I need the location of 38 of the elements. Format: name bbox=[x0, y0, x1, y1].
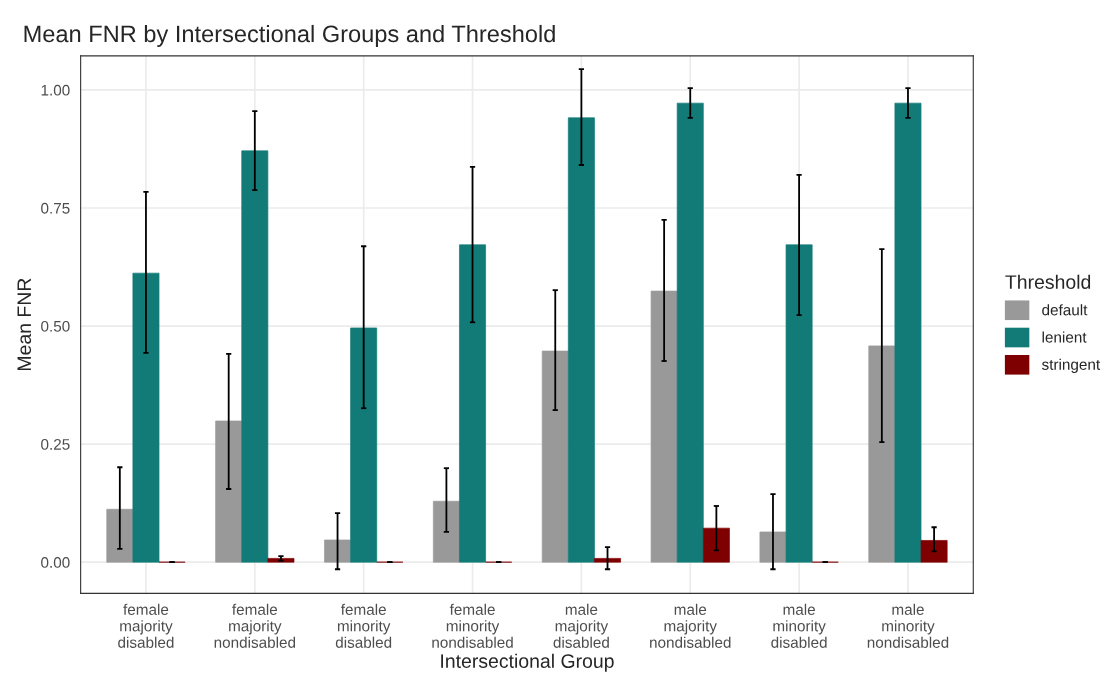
bar bbox=[650, 290, 678, 563]
x-tick-label: female minority nondisabled bbox=[432, 603, 513, 648]
bar bbox=[541, 350, 569, 563]
bar bbox=[676, 102, 704, 563]
x-tick-label: female majority disabled bbox=[118, 603, 174, 648]
x-axis-title: Intersectional Group bbox=[441, 653, 614, 672]
bar bbox=[567, 117, 595, 563]
x-tick-label: male minority nondisabled bbox=[867, 603, 949, 648]
bar bbox=[132, 272, 160, 563]
x-tick-label: male minority disabled bbox=[771, 603, 827, 648]
chart-title: Mean FNR by Intersectional Groups and Threshold bbox=[24, 24, 555, 47]
x-tick-label: male majority disabled bbox=[553, 603, 609, 648]
bar bbox=[702, 527, 730, 563]
legend-label: default bbox=[1042, 304, 1088, 316]
x-tick-label: female minority disabled bbox=[335, 603, 392, 648]
y-axis-title: Mean FNR bbox=[17, 278, 32, 371]
bar bbox=[459, 244, 486, 563]
bar bbox=[920, 540, 948, 563]
y-tick-label: 0.00 bbox=[41, 557, 70, 568]
bar bbox=[868, 345, 896, 563]
bar bbox=[432, 500, 460, 563]
y-tick-label: 0.25 bbox=[41, 438, 70, 450]
legend-label: stringent bbox=[1041, 358, 1101, 373]
x-tick-label: male majority nondisabled bbox=[650, 603, 731, 648]
y-tick-label: 1.00 bbox=[41, 84, 70, 96]
bar bbox=[106, 508, 134, 563]
bar bbox=[594, 558, 621, 563]
y-tick-label: 0.50 bbox=[41, 320, 70, 332]
bar bbox=[241, 150, 269, 563]
bar bbox=[324, 539, 351, 563]
y-tick-label: 0.75 bbox=[41, 202, 70, 214]
bar bbox=[785, 244, 813, 563]
legend-label: lenient bbox=[1042, 331, 1087, 343]
bar bbox=[215, 420, 243, 563]
bar bbox=[350, 327, 378, 563]
x-tick-label: female majority nondisabled bbox=[214, 603, 296, 648]
bar bbox=[894, 102, 922, 563]
legend-title: Threshold bbox=[1005, 274, 1091, 289]
